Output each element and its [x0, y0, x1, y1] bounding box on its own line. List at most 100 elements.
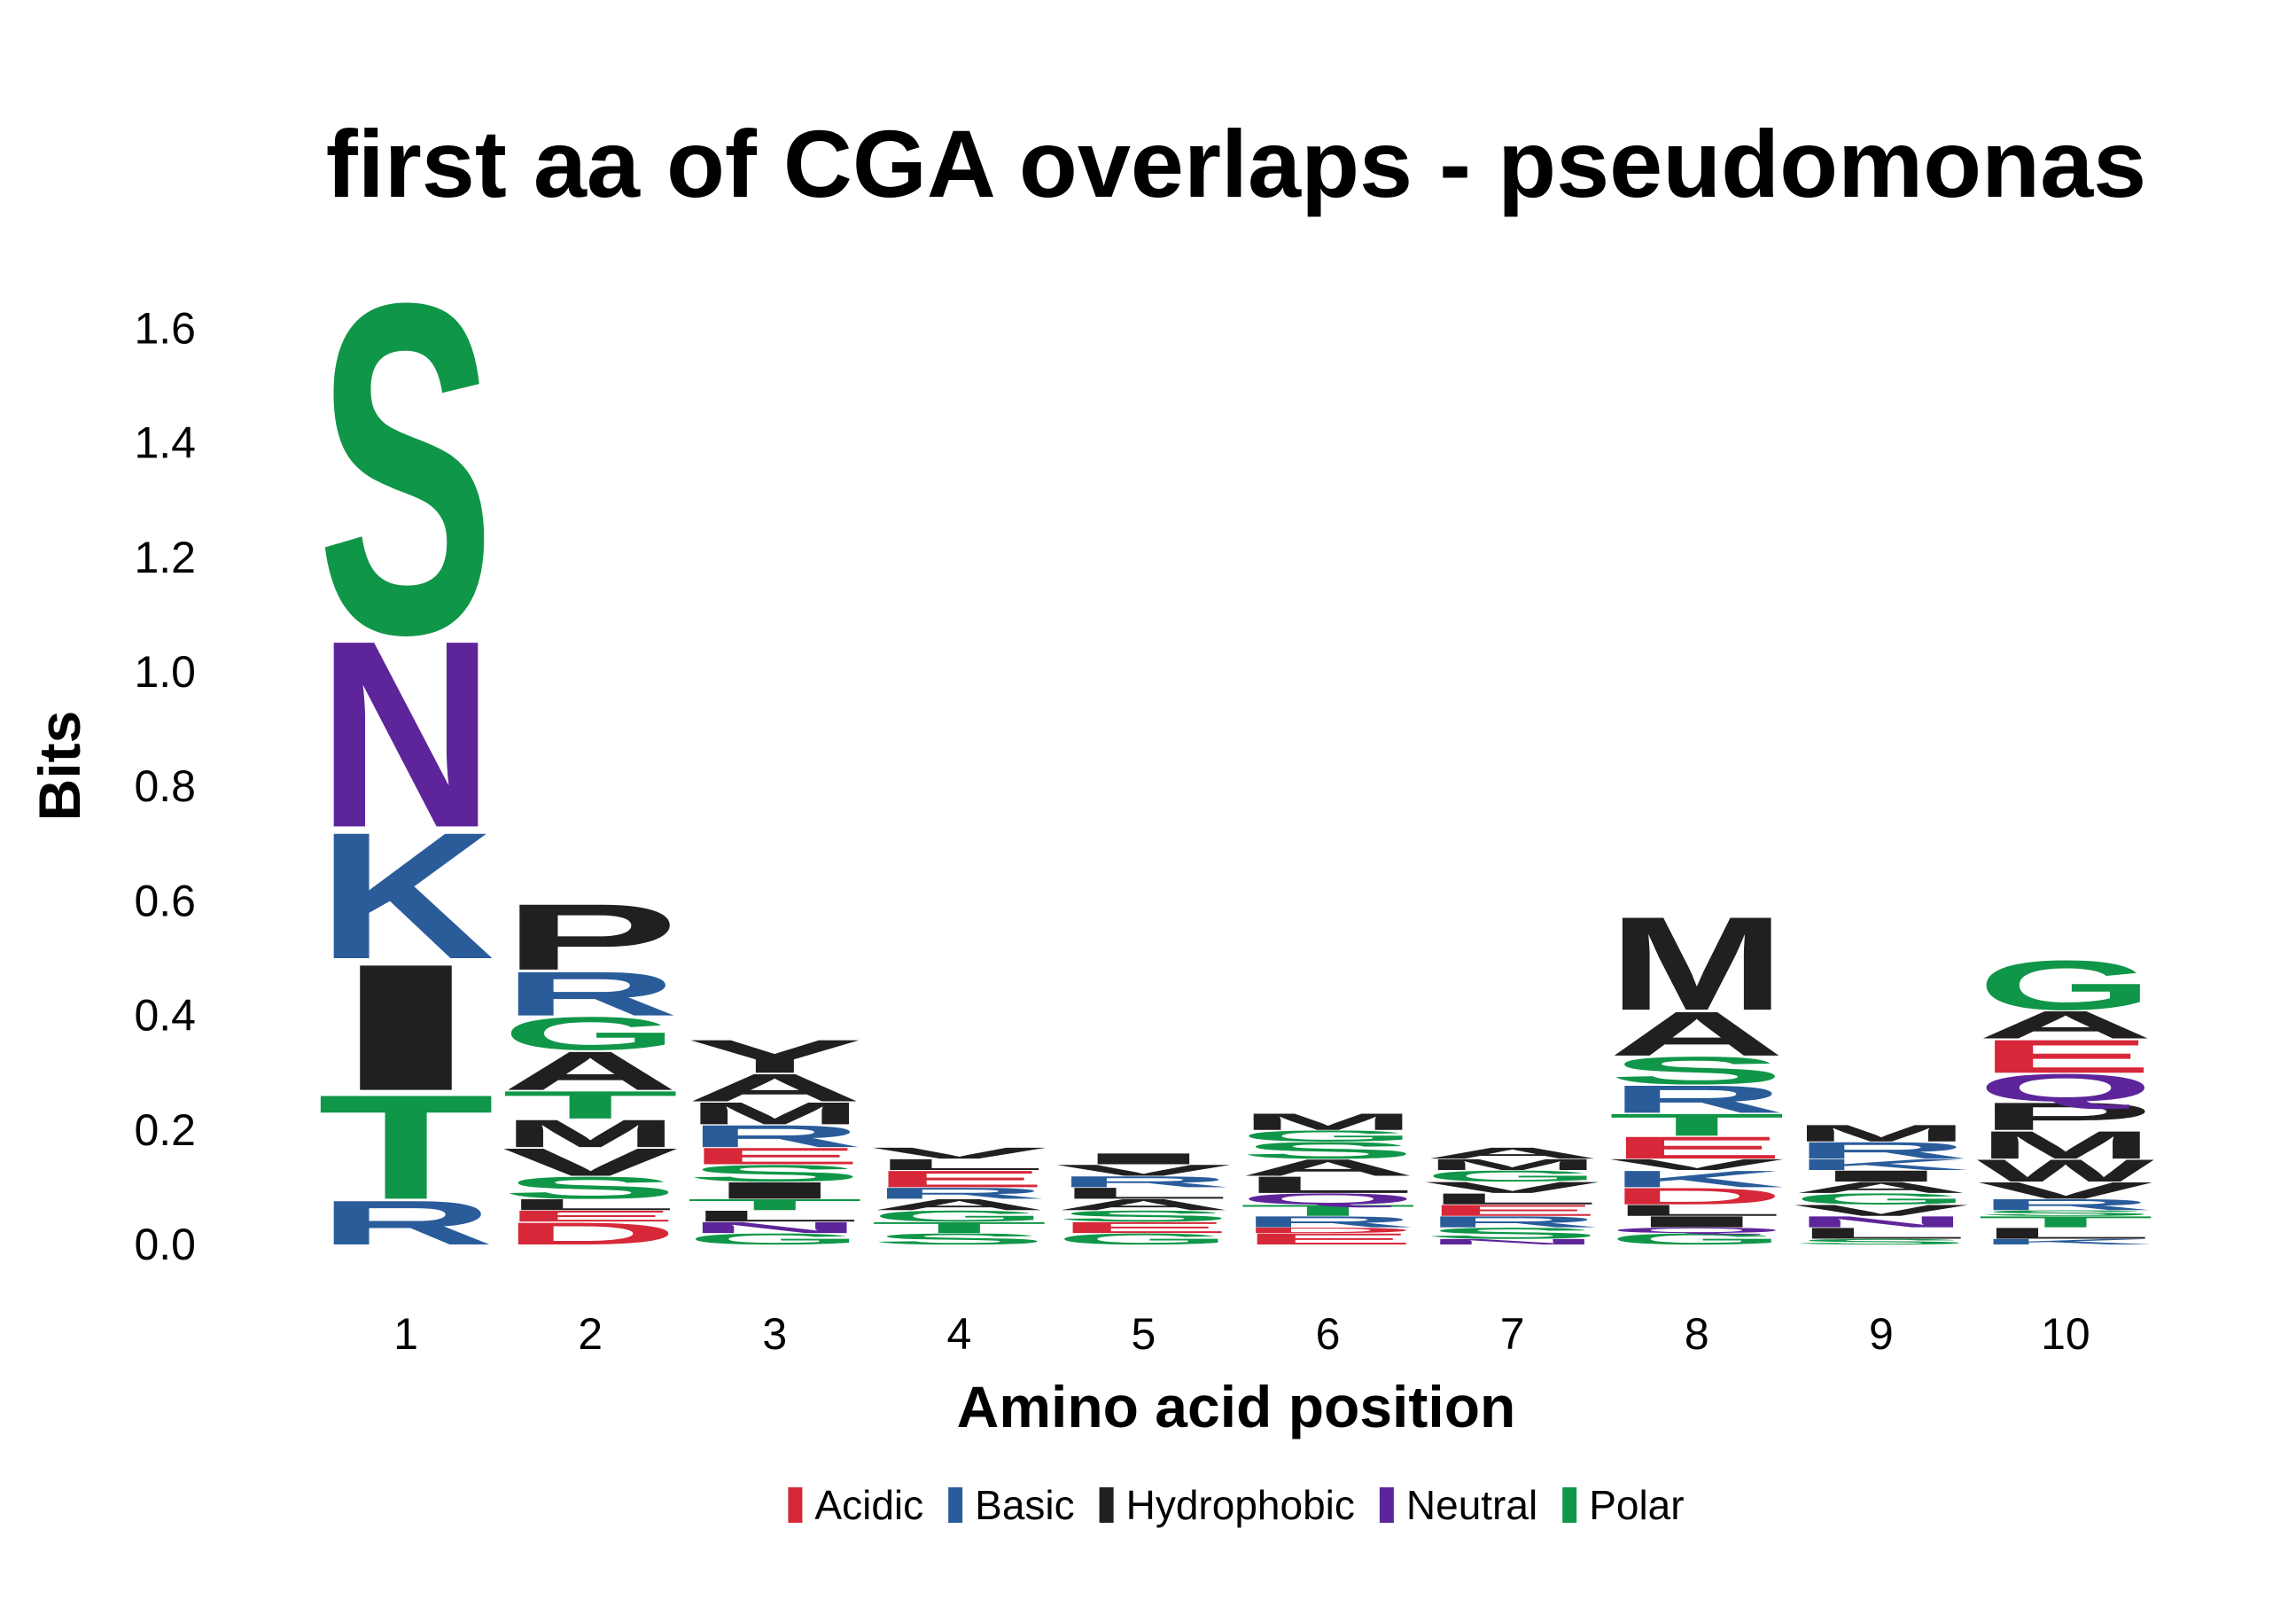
- logo-letter: M: [1793, 1120, 1970, 1147]
- logo-letter: E: [502, 1207, 679, 1225]
- logo-letter: N: [1793, 1213, 1970, 1231]
- logo-letter: G: [1608, 1230, 1786, 1248]
- logo-letter: E: [1240, 1230, 1417, 1248]
- logo-letter: K: [1977, 1237, 2154, 1246]
- logo-letter: R: [870, 1184, 1047, 1202]
- x-tick-label: 6: [1316, 1309, 1341, 1359]
- logo-letter: L: [686, 1207, 863, 1225]
- legend-swatch: [1099, 1487, 1114, 1523]
- logo-letter: N: [1424, 1237, 1601, 1246]
- logo-letter: L: [1055, 1184, 1233, 1202]
- x-tick-label: 4: [946, 1309, 971, 1359]
- logo-letter: N: [686, 1219, 863, 1236]
- logo-letter: K: [317, 795, 494, 996]
- logo-letter: A: [1424, 1144, 1601, 1162]
- logo-letter: L: [1608, 1202, 1786, 1220]
- y-tick-label: 0.8: [134, 761, 196, 811]
- logo-letter: A: [1055, 1196, 1233, 1213]
- logo-letter: G: [870, 1207, 1047, 1225]
- logo-letter: Q: [1240, 1190, 1417, 1208]
- logo-letter: T: [317, 1065, 494, 1231]
- logo-letter: E: [1977, 1030, 2154, 1083]
- logo-letter: S: [686, 1160, 863, 1187]
- logo-letter: T: [502, 1083, 679, 1127]
- logo-letter: L: [1424, 1190, 1601, 1208]
- logo-letter: T: [686, 1196, 863, 1213]
- legend-label: Acidic: [814, 1482, 923, 1528]
- x-tick-label: 5: [1132, 1309, 1156, 1359]
- logo-letter: A: [686, 1065, 863, 1109]
- logo-letter: S: [1608, 1049, 1786, 1092]
- legend-label: Neutral: [1406, 1482, 1537, 1528]
- logo-letter: A: [1793, 1179, 1970, 1197]
- logo-letter: G: [1793, 1190, 1970, 1208]
- logo-letter: S: [1240, 1137, 1417, 1164]
- legend-swatch: [1562, 1487, 1577, 1523]
- logo-letter: S: [870, 1230, 1047, 1248]
- logo-letter: M: [1424, 1156, 1601, 1174]
- logo-letter: R: [1424, 1213, 1601, 1231]
- logo-letter: E: [870, 1166, 1047, 1193]
- logo-letter: M: [1240, 1109, 1417, 1135]
- logo-letter: V: [870, 1144, 1047, 1162]
- logo-letter: S: [317, 206, 494, 732]
- logo-letter: A: [1977, 1002, 2154, 1046]
- y-tick-label: 1.4: [134, 418, 196, 468]
- x-tick-label: 8: [1685, 1309, 1709, 1359]
- logo-letter: L: [1977, 1225, 2154, 1243]
- logo-letter: L: [1240, 1172, 1417, 1198]
- legend: Acidic Basic Hydrophobic Neutral Polar: [788, 1482, 1685, 1528]
- logo-letter: S: [1793, 1237, 1970, 1246]
- logo-letter: K: [1608, 1166, 1786, 1192]
- x-tick-label: 2: [578, 1309, 603, 1359]
- logo-letter: V: [502, 1141, 679, 1184]
- logo-letter: L: [1793, 1225, 1970, 1243]
- legend-swatch: [788, 1487, 803, 1523]
- y-tick-label: 0.0: [134, 1220, 196, 1269]
- logo-letter: V: [1055, 1161, 1233, 1179]
- logo-letter: V: [1793, 1202, 1970, 1220]
- x-tick-label: 9: [1869, 1309, 1894, 1359]
- logo-letter: A: [502, 1041, 679, 1102]
- y-tick-label: 1.2: [134, 533, 196, 582]
- logo-letter: E: [1424, 1202, 1601, 1220]
- logo-letter: Q: [1977, 1066, 2154, 1111]
- logo-letter: M: [1977, 1123, 2154, 1167]
- logo-letter: P: [1977, 1095, 2154, 1138]
- logo-letter: M: [686, 1096, 863, 1130]
- logo-letter: R: [317, 1188, 494, 1258]
- logo-letter: T: [870, 1219, 1047, 1236]
- legend-swatch: [1379, 1487, 1394, 1523]
- logo-letter: R: [686, 1119, 863, 1154]
- logo-letter: W: [1977, 1153, 2155, 1188]
- logo-letter: I: [1608, 1213, 1786, 1231]
- logo-letter: T: [1608, 1107, 1786, 1143]
- logo-letter: V: [1424, 1179, 1601, 1197]
- logo-letter: S: [1977, 1209, 2154, 1218]
- logo-letter: A: [1608, 999, 1786, 1069]
- logo-letter: G: [1977, 946, 2154, 1025]
- logo-letter: D: [1240, 1226, 1417, 1235]
- logo-letter: K: [1793, 1156, 1970, 1174]
- logo-letter: S: [1055, 1207, 1233, 1225]
- y-tick-label: 0.4: [134, 991, 196, 1041]
- logo-letter: V: [1977, 1177, 2154, 1204]
- legend-label: Hydrophobic: [1126, 1482, 1355, 1528]
- logo-letter: G: [502, 1007, 679, 1059]
- logo-letter: E: [1055, 1219, 1233, 1236]
- logo-letter: L: [502, 1196, 679, 1213]
- legend-swatch: [948, 1487, 963, 1523]
- logo-letter: R: [502, 958, 679, 1028]
- x-tick-label: 7: [1500, 1309, 1525, 1359]
- logo-letter: M: [1608, 890, 1786, 1039]
- logo-letter: L: [870, 1156, 1047, 1174]
- logo-letter: R: [1240, 1213, 1417, 1231]
- logo-letter: I: [1793, 1167, 1970, 1185]
- logo-letter: R: [1608, 1077, 1786, 1120]
- logo-letter: R: [1977, 1196, 2154, 1213]
- logo-letter: E: [1608, 1130, 1786, 1166]
- logo-letter: I: [1055, 1150, 1233, 1168]
- logo-letter: G: [686, 1230, 863, 1248]
- logo-letter: T: [1977, 1213, 2154, 1231]
